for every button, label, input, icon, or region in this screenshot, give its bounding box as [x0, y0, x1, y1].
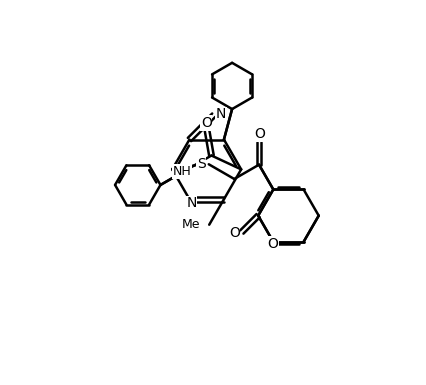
Text: O: O [201, 116, 212, 130]
Text: N: N [186, 196, 197, 211]
Text: S: S [197, 157, 206, 171]
Text: Me: Me [181, 218, 200, 231]
Text: N: N [216, 107, 226, 121]
Text: O: O [229, 226, 240, 240]
Text: O: O [267, 237, 278, 251]
Text: NH: NH [173, 165, 191, 178]
Text: O: O [254, 127, 265, 141]
